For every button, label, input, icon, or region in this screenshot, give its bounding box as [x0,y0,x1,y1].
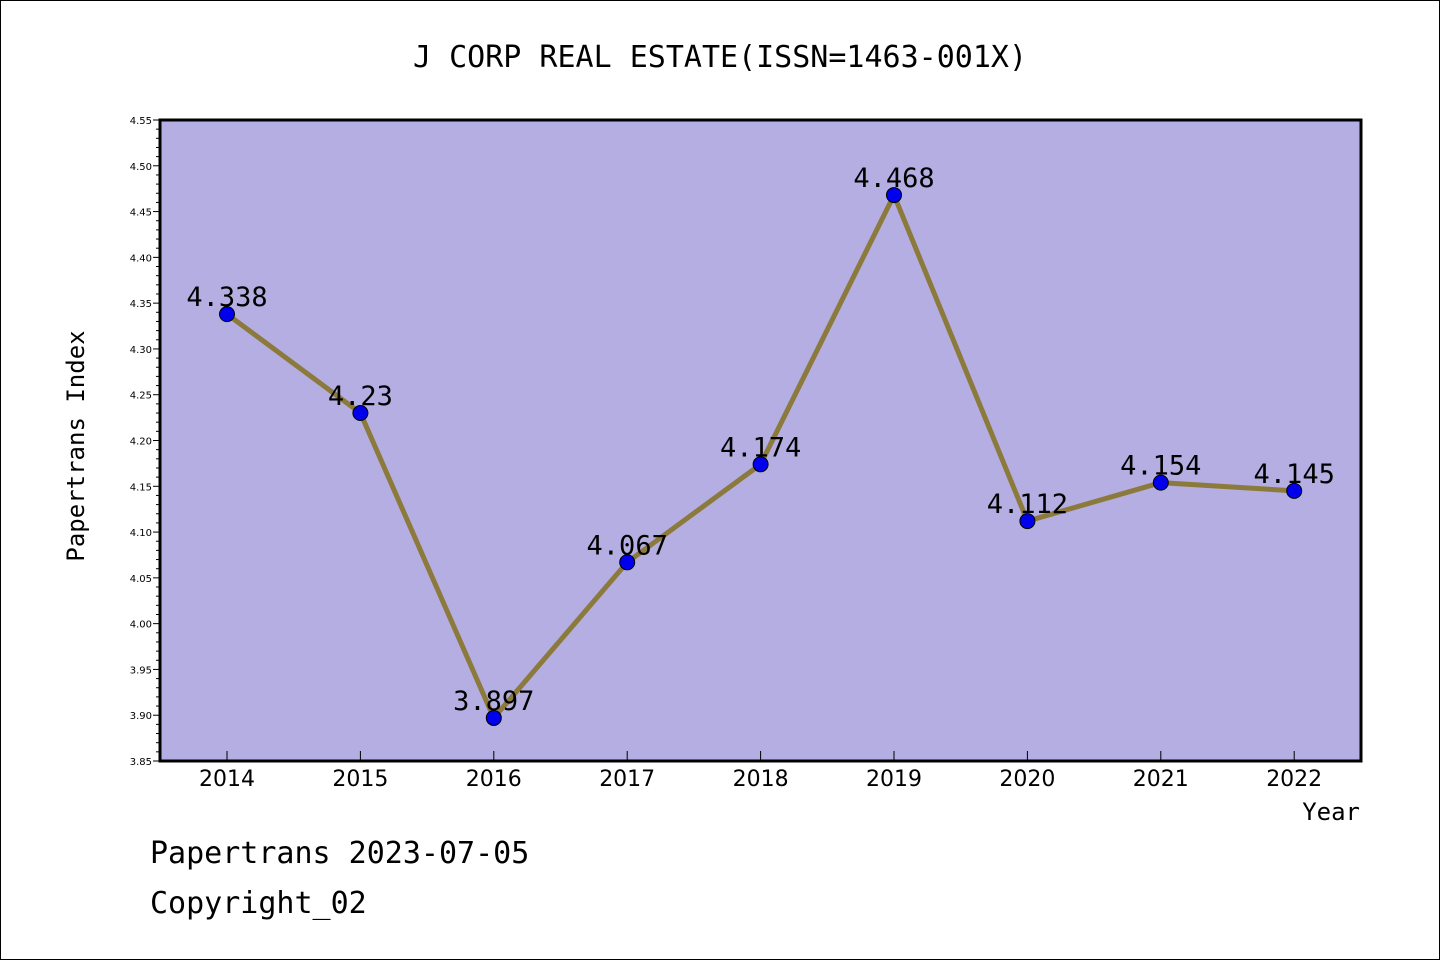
x-tick-label: 2014 [199,767,255,792]
data-label: 3.897 [453,686,534,717]
x-tick-label: 2020 [999,767,1055,792]
data-label: 4.174 [720,432,801,463]
y-tick-label: 4.00 [130,620,152,631]
data-point [485,709,502,726]
data-labels: 4.338 4.23 3.897 4.067 4.174 4.468 4.112 4.154 4… [186,163,1334,717]
plot-area [158,118,1363,763]
data-point [752,456,769,473]
x-tick-label: 2017 [599,767,655,792]
y-tick-label: 4.15 [130,482,152,493]
x-tick-label: 2022 [1266,767,1322,792]
y-tick-label: 4.25 [130,391,152,402]
data-point [219,306,235,323]
data-label: 4.067 [587,530,668,561]
y-tick-label: 3.95 [130,665,152,676]
x-tick-label: 2016 [466,767,522,792]
chart-title: J CORP REAL ESTATE(ISSN=1463-001X) [413,40,1027,75]
y-tick-label: 3.90 [130,711,152,722]
series-line [219,187,1303,726]
y-tick-label: 4.05 [130,574,152,585]
y-tick-label: 4.50 [130,162,152,173]
x-axis: 2014 2015 2016 2017 2018 2019 2020 2021 2022 [199,751,1322,792]
y-tick-label: 4.30 [130,345,152,356]
y-axis-label: Papertrans Index [62,330,90,561]
y-tick-label: 4.40 [130,253,152,264]
y-tick-label: 4.10 [130,528,152,539]
data-label: 4.338 [186,282,267,313]
y-axis: 3.85 3.90 3.95 4.00 4.05 4.10 4.15 4.20 4.25 4.30… [130,116,160,768]
data-point [1019,513,1036,530]
data-label: 4.145 [1254,459,1335,490]
y-tick-label: 4.35 [130,299,152,310]
x-axis-label: Year [1302,798,1360,826]
footer-copyright: Copyright_02 [150,886,367,921]
data-label: 4.154 [1120,451,1201,482]
y-tick-label: 4.45 [130,208,152,219]
data-point [619,554,636,571]
footer-date: Papertrans 2023-07-05 [150,836,530,871]
x-tick-label: 2021 [1133,767,1189,792]
x-tick-label: 2018 [733,767,789,792]
y-tick-label: 3.85 [130,757,152,768]
y-tick-label: 4.20 [130,437,152,448]
data-label: 4.468 [853,163,934,194]
data-point [352,405,369,422]
data-point [1286,482,1303,499]
y-tick-label: 4.55 [130,116,152,127]
x-tick-label: 2019 [866,767,922,792]
data-label: 4.112 [987,489,1068,520]
x-tick-label: 2015 [332,767,388,792]
data-point [886,187,902,204]
data-point [1152,474,1169,491]
data-label: 4.23 [328,381,393,412]
